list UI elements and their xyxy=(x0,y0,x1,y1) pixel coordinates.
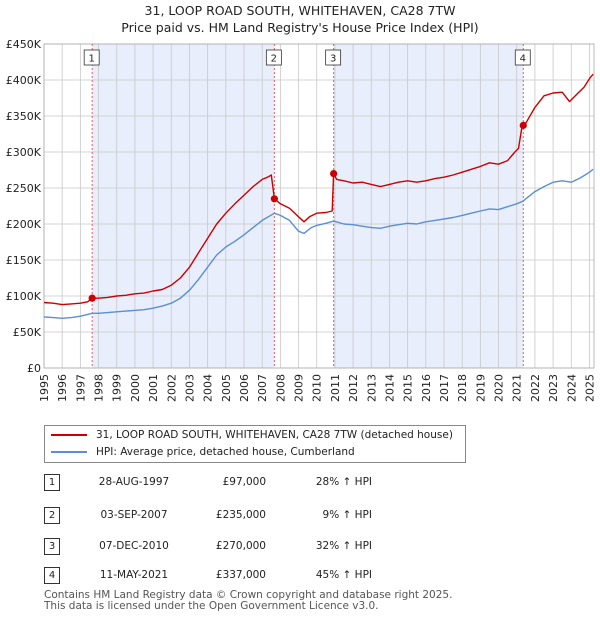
sale-price: £235,000 xyxy=(215,509,266,521)
chart-title: 31, LOOP ROAD SOUTH, WHITEHAVEN, CA28 7T… xyxy=(0,2,600,36)
x-tick-label: 2006 xyxy=(238,374,251,402)
sale-date: 11-MAY-2021 xyxy=(99,569,169,581)
sale-date: 03-SEP-2007 xyxy=(100,509,168,521)
legend-item-property: 31, LOOP ROAD SOUTH, WHITEHAVEN, CA28 7T… xyxy=(51,427,453,443)
x-tick-label: 2014 xyxy=(383,374,396,402)
sale-marker-badge xyxy=(83,49,100,66)
sale-number-badge: 3 xyxy=(44,538,60,555)
sale-hpi-change: 9% ↑ HPI xyxy=(322,509,372,521)
y-tick-label: £150K xyxy=(6,254,42,267)
sale-marker-label: 1 xyxy=(88,54,94,65)
title-address: 31, LOOP ROAD SOUTH, WHITEHAVEN, CA28 7T… xyxy=(144,3,456,18)
sale-price: £337,000 xyxy=(215,569,266,581)
sale-marker-badge xyxy=(514,49,531,66)
sale-number-badge: 4 xyxy=(44,567,60,584)
x-tick-label: 2023 xyxy=(547,374,560,402)
x-tick-label: 2012 xyxy=(347,374,360,402)
footer-licence: This data is licensed under the Open Gov… xyxy=(44,600,379,612)
sale-marker-badge xyxy=(265,49,282,66)
table-row: 2 03-SEP-2007 £235,000 9% ↑ HPI xyxy=(44,507,424,525)
x-tick-label: 2021 xyxy=(511,374,524,402)
x-tick-label: 2004 xyxy=(202,374,215,402)
sale-number-badge: 2 xyxy=(44,507,60,524)
x-tick-label: 2022 xyxy=(529,374,542,402)
x-tick-label: 1997 xyxy=(74,374,87,402)
x-tick-label: 2013 xyxy=(365,374,378,402)
title-subtitle: Price paid vs. HM Land Registry's House … xyxy=(121,20,479,35)
legend-swatch-property xyxy=(51,434,87,436)
plot-border xyxy=(43,43,595,369)
x-tick-label: 2000 xyxy=(129,374,142,402)
sale-number-badge: 1 xyxy=(44,474,60,491)
y-tick-label: £100K xyxy=(6,290,42,303)
x-tick-label: 1999 xyxy=(111,374,124,402)
legend-label-property: 31, LOOP ROAD SOUTH, WHITEHAVEN, CA28 7T… xyxy=(96,429,453,441)
property-series-line xyxy=(43,73,594,306)
x-tick-label: 1996 xyxy=(56,374,69,402)
ownership-shade xyxy=(333,44,524,368)
sale-point xyxy=(330,170,338,178)
table-row: 3 07-DEC-2010 £270,000 32% ↑ HPI xyxy=(44,538,424,556)
sale-marker-label: 3 xyxy=(330,54,336,65)
x-tick-label: 2016 xyxy=(420,374,433,402)
table-row: 4 11-MAY-2021 £337,000 45% ↑ HPI xyxy=(44,567,424,585)
x-tick-label: 2011 xyxy=(329,374,342,402)
price-chart: £0 £50K £100K £150K £200K £250K £300K £350K £400… xyxy=(6,38,597,402)
y-tick-label: £350K xyxy=(6,110,42,123)
sale-marker-label: 2 xyxy=(271,54,277,65)
sale-point xyxy=(88,294,96,302)
y-tick-label: £400K xyxy=(6,74,42,87)
x-tick-label: 2009 xyxy=(293,374,306,402)
sale-marker-label: 4 xyxy=(520,54,526,65)
hpi-series-line xyxy=(43,168,594,319)
sale-date: 28-AUG-1997 xyxy=(98,476,170,488)
sale-price: £97,000 xyxy=(222,476,266,488)
sale-marker-badge xyxy=(325,49,342,66)
y-tick-label: £0 xyxy=(27,362,41,375)
y-tick-label: £300K xyxy=(6,146,42,159)
x-tick-label: 2007 xyxy=(256,374,269,402)
sale-hpi-change: 32% ↑ HPI xyxy=(315,540,372,552)
x-tick-label: 1998 xyxy=(93,374,106,402)
x-tick-label: 2020 xyxy=(493,374,506,402)
legend: 31, LOOP ROAD SOUTH, WHITEHAVEN, CA28 7T… xyxy=(44,425,466,463)
ownership-shade xyxy=(92,44,275,368)
sale-point xyxy=(270,195,278,203)
x-tick-label: 2017 xyxy=(438,374,451,402)
legend-item-hpi: HPI: Average price, detached house, Cumb… xyxy=(51,444,355,460)
y-tick-label: £450K xyxy=(6,38,42,51)
table-row: 1 28-AUG-1997 £97,000 28% ↑ HPI xyxy=(44,474,424,492)
x-tick-label: 1995 xyxy=(38,374,51,402)
x-tick-label: 2025 xyxy=(583,374,596,402)
sale-price: £270,000 xyxy=(215,540,266,552)
legend-label-hpi: HPI: Average price, detached house, Cumb… xyxy=(96,446,355,458)
sale-hpi-change: 28% ↑ HPI xyxy=(315,476,372,488)
footer: Contains HM Land Registry data © Crown c… xyxy=(44,590,452,612)
x-tick-label: 2002 xyxy=(165,374,178,402)
sale-hpi-change: 45% ↑ HPI xyxy=(315,569,372,581)
footer-copyright: Contains HM Land Registry data © Crown c… xyxy=(44,589,453,601)
x-tick-label: 2003 xyxy=(183,374,196,402)
x-tick-label: 2008 xyxy=(274,374,287,402)
x-tick-label: 2005 xyxy=(220,374,233,402)
x-tick-label: 2019 xyxy=(474,374,487,402)
x-tick-label: 2024 xyxy=(565,374,578,402)
x-tick-label: 2015 xyxy=(402,374,415,402)
legend-swatch-hpi xyxy=(51,451,87,453)
x-tick-label: 2001 xyxy=(147,374,160,402)
y-tick-label: £50K xyxy=(13,326,42,339)
sale-point xyxy=(519,121,527,129)
y-tick-label: £200K xyxy=(6,218,42,231)
x-tick-label: 2010 xyxy=(311,374,324,402)
y-tick-label: £250K xyxy=(6,182,42,195)
sale-date: 07-DEC-2010 xyxy=(99,540,169,552)
x-tick-label: 2018 xyxy=(456,374,469,402)
